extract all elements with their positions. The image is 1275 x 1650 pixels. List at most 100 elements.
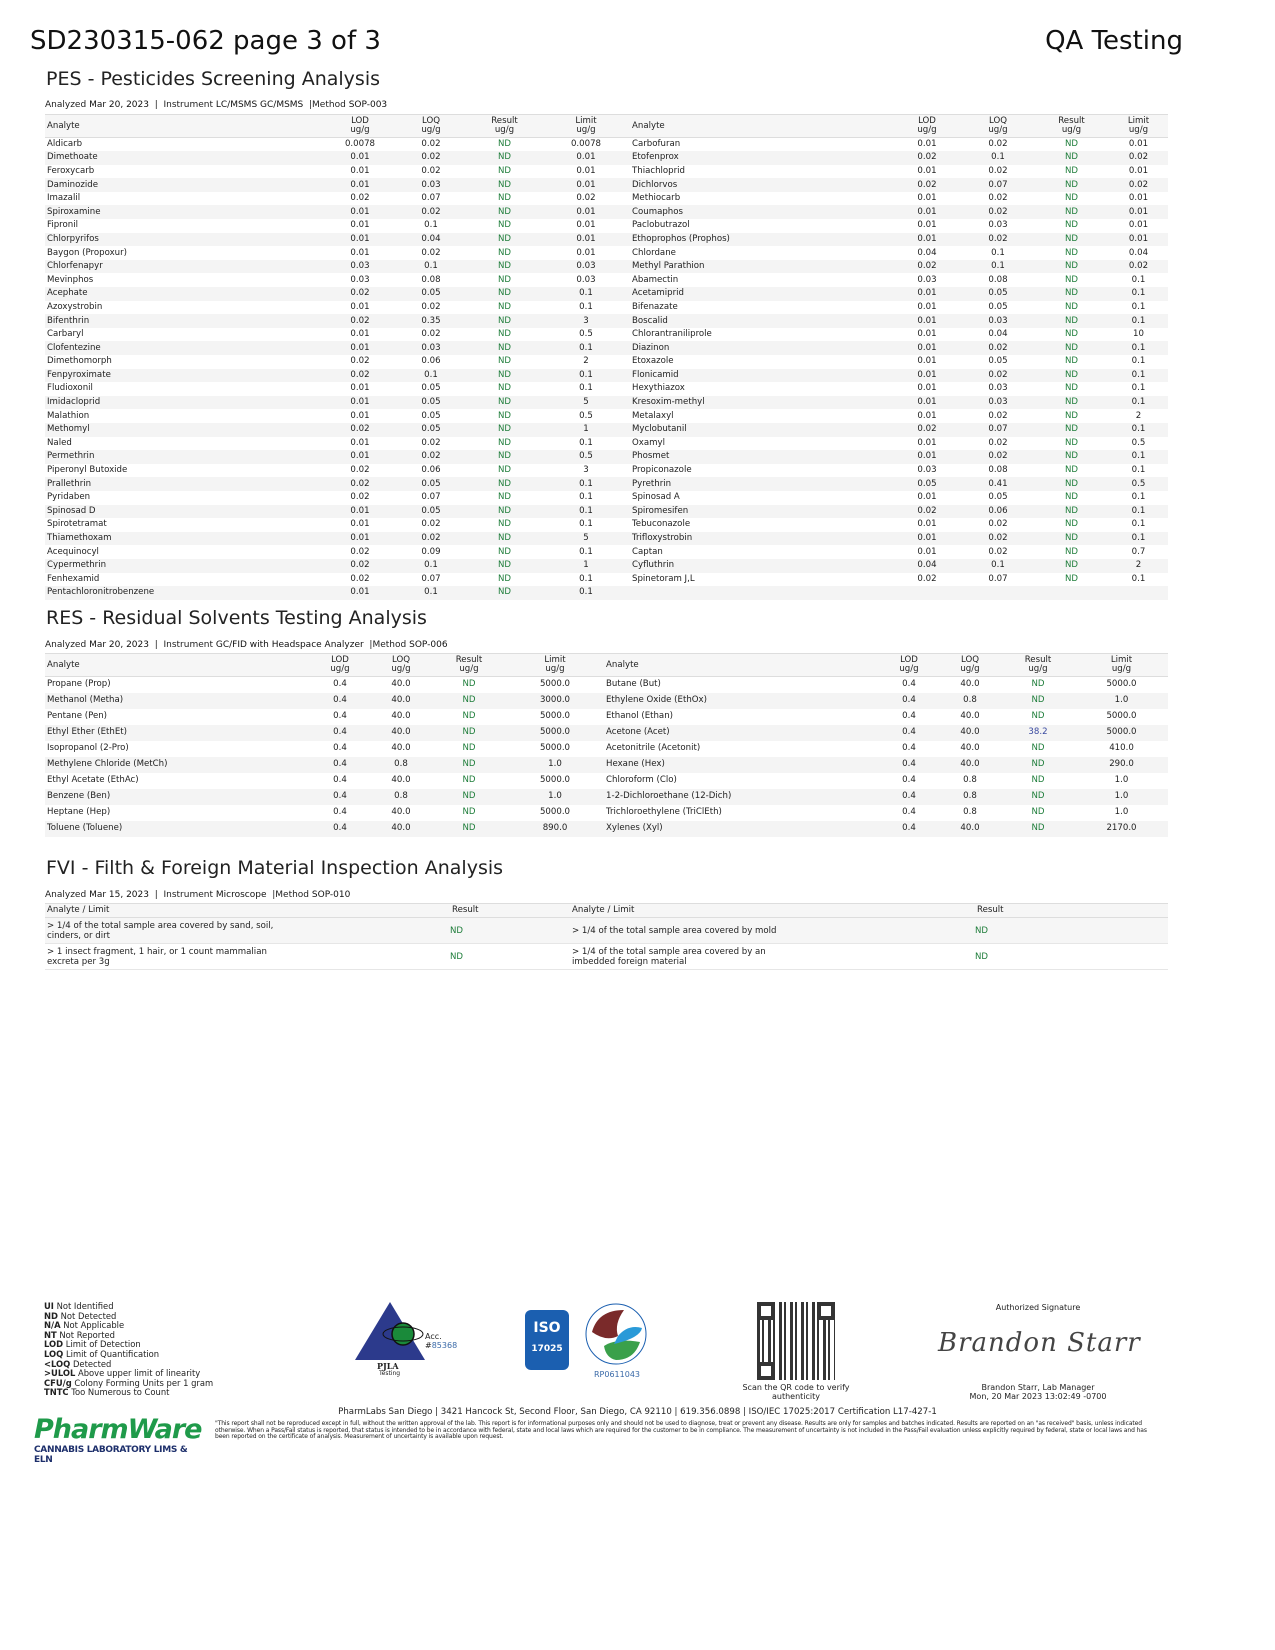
loq-value: 0.02 <box>962 232 1034 247</box>
limit-value: 1 <box>542 422 630 437</box>
lod-value: 0.4 <box>879 724 939 741</box>
result-value: ND <box>462 711 476 721</box>
lod-value: 0.01 <box>917 220 937 231</box>
limit-value: 1.0 <box>1114 775 1129 785</box>
lod-value: 0.01 <box>350 519 370 530</box>
pjla-triangle-icon <box>355 1302 425 1360</box>
result-value: ND <box>1034 259 1109 274</box>
loq-value: 40.0 <box>391 775 411 785</box>
limit-value: 5000.0 <box>1106 679 1137 690</box>
analyte-name: Ethylene Oxide (EthOx) <box>604 692 879 709</box>
lod-value: 0.01 <box>325 531 395 546</box>
lod-value: 0.02 <box>892 178 962 192</box>
analyte-name: Metalaxyl <box>632 410 674 421</box>
legend-item: >ULOL Above upper limit of linearity <box>44 1368 213 1379</box>
analyte-name: Chlorantraniliprole <box>632 329 712 340</box>
table-row: Thiamethoxam 0.01 0.02 ND 5 Trifloxystrobin 0.… <box>45 531 1168 546</box>
limit-value: 0.1 <box>579 437 593 448</box>
lod-value: 0.4 <box>310 788 370 805</box>
analyte-name: Chlordane <box>632 247 676 258</box>
table-row: Toluene (Toluene) 0.4 40.0 ND 890.0 Xylenes (… <box>45 820 1168 837</box>
header-row: Analyte LOD ug/g LOQ ug/g Result ug/g Limit ug/g… <box>45 114 1168 138</box>
lod-value: 0.4 <box>333 807 347 817</box>
result-value: ND <box>467 368 542 383</box>
limit-value: 0.1 <box>1109 504 1168 519</box>
legend-abbr: TNTC <box>44 1387 69 1398</box>
limit-value: 0.03 <box>542 259 630 274</box>
loq-value: 40.0 <box>370 820 432 837</box>
analyte-name: Phosmet <box>630 450 892 464</box>
signer-name: Brandon Starr, Lab Manager <box>981 1383 1095 1392</box>
lod-value: 0.01 <box>917 410 937 421</box>
result-value: ND <box>450 917 570 944</box>
loq-value: 0.8 <box>370 788 432 805</box>
legend-item: NT Not Reported <box>44 1330 213 1341</box>
lod-value: 0.01 <box>917 437 937 448</box>
table-row: Acephate 0.02 0.05 ND 0.1 Acetamiprid 0.01 0.05… <box>45 287 1168 301</box>
lod-value: 0.01 <box>917 301 937 312</box>
loq-value: 0.08 <box>988 465 1008 476</box>
table-row: Azoxystrobin 0.01 0.02 ND 0.1 Bifenazate 0.01 0… <box>45 301 1168 315</box>
analyte-name: Benzene (Ben) <box>45 788 310 805</box>
limit-value: 290.0 <box>1075 756 1168 773</box>
loq-value: 0.02 <box>962 205 1034 220</box>
result-value: ND <box>1064 329 1079 340</box>
lod-value: 0.01 <box>350 329 370 340</box>
limit-value: 0.1 <box>1131 383 1146 394</box>
limit-value: 5000.0 <box>539 775 571 785</box>
result-value: ND <box>1064 274 1079 285</box>
lod-value: 0.01 <box>917 519 937 530</box>
column-header: LOD ug/g <box>892 114 962 138</box>
loq-value: 0.03 <box>962 395 1034 410</box>
loq-value: 0.8 <box>939 788 1001 805</box>
lod-value: 0.4 <box>310 692 370 709</box>
result-value: ND <box>497 383 512 394</box>
table-row: Chlorfenapyr 0.03 0.1 ND 0.03 Methyl Parathio… <box>45 259 1168 274</box>
loq-value: 0.06 <box>421 356 441 367</box>
loq-value: 40.0 <box>391 679 411 690</box>
lab-name: QA Testing <box>1045 26 1183 56</box>
lod-value: 0.4 <box>902 807 916 817</box>
limit-value: 0.1 <box>542 341 630 355</box>
loq-value: 0.1 <box>395 558 467 573</box>
lod-value: 0.4 <box>333 743 347 753</box>
legend-item: <LOQ Detected <box>44 1359 213 1370</box>
column-header: Analyte <box>604 653 879 677</box>
lod-value: 0.01 <box>892 341 962 355</box>
result-value: ND <box>1031 775 1045 785</box>
iso-badge: ISO 17025 <box>525 1310 569 1370</box>
meta-label: Analyzed <box>45 890 87 900</box>
filth-inspection-table: Analyte / Limit Result Analyte / Limit Resu… <box>45 903 1168 970</box>
lod-value: 0.4 <box>879 692 939 709</box>
lod-value: 0.02 <box>917 573 937 584</box>
lod-value: 0.01 <box>892 395 962 410</box>
loq-value: 0.08 <box>988 274 1008 285</box>
analyte-name: Tebuconazole <box>632 519 691 530</box>
lod-value: 0.01 <box>917 546 937 557</box>
loq-value: 0.02 <box>421 329 441 340</box>
limit-value: 0.01 <box>576 247 596 258</box>
result-value: ND <box>467 287 542 301</box>
analyte-name: Propane (Prop) <box>47 679 111 690</box>
table-row: Methanol (Metha) 0.4 40.0 ND 3000.0 Ethylene … <box>45 692 1168 709</box>
table-row: Permethrin 0.01 0.02 ND 0.5 Phosmet 0.01 0.02 ND… <box>45 450 1168 464</box>
column-header: LOQ ug/g <box>370 653 432 677</box>
lod-value: 0.02 <box>350 546 370 557</box>
result-value: ND <box>1001 820 1075 837</box>
result-value: ND <box>1064 546 1079 557</box>
brand-tagline: CANNABIS LABORATORY LIMS & ELN <box>34 1445 188 1465</box>
loq-value: 40.0 <box>370 724 432 741</box>
loq-value: 0.1 <box>991 247 1005 258</box>
analyte-name: Ethyl Acetate (EthAc) <box>47 775 139 785</box>
result-value: ND <box>1034 341 1109 355</box>
table-row: Methylene Chloride (MetCh) 0.4 0.8 ND 1.0 Hex… <box>45 756 1168 773</box>
lod-value: 0.01 <box>350 301 370 312</box>
loq-value: 0.02 <box>395 205 467 220</box>
lod-value: 0.01 <box>892 205 962 220</box>
lod-value: 0.01 <box>350 410 370 421</box>
qr-code[interactable] <box>757 1302 835 1380</box>
column-header: LOQ ug/g <box>939 653 1001 677</box>
lod-value: 0.01 <box>892 287 962 301</box>
limit-value: 0.02 <box>1109 151 1168 165</box>
instrument: GC/FID with Headspace Analyzer <box>215 640 364 650</box>
